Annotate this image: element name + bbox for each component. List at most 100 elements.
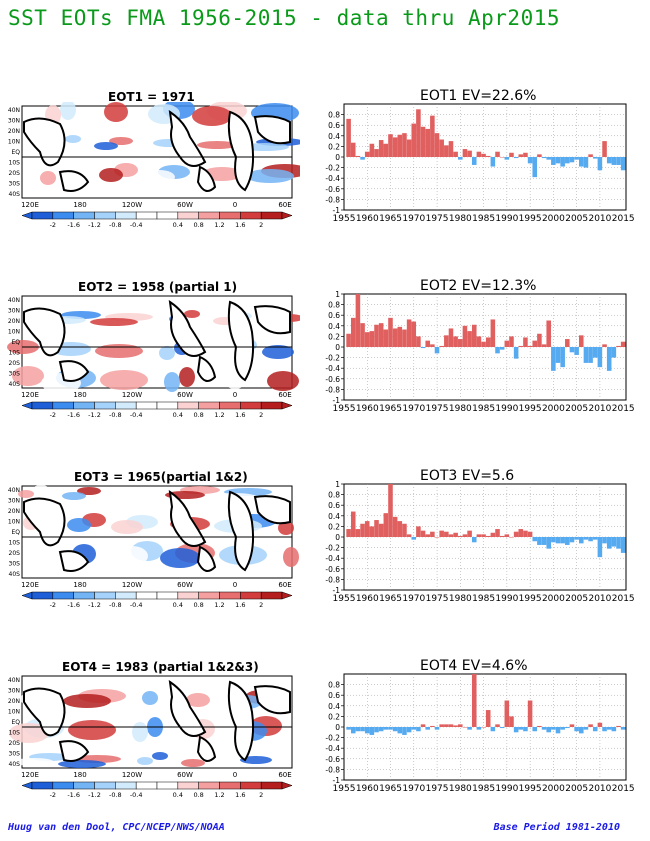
colorbar-segment — [31, 591, 54, 600]
colorbar-arrow-right — [281, 781, 293, 790]
x-tick-label: 1980 — [449, 784, 472, 794]
map-title: EOT1 = 1971 — [108, 90, 195, 104]
colorbar-label: 2 — [259, 221, 263, 229]
bar-2009 — [592, 727, 598, 732]
colorbar-label: 0.8 — [193, 411, 203, 419]
y-tick-label: 0 — [335, 153, 340, 162]
colorbar-label: 2 — [259, 791, 263, 799]
anomaly-patch — [132, 722, 148, 742]
bar-2002 — [560, 157, 565, 167]
lon-label: 0 — [233, 391, 237, 399]
anomaly-patch — [90, 318, 138, 326]
bar-1956 — [346, 333, 351, 347]
y-tick-label: -0.8 — [325, 385, 340, 394]
colorbar-label: -2 — [50, 791, 56, 799]
lon-label: 60E — [278, 201, 291, 209]
page-title: SST EOTs FMA 1956-2015 - data thru Apr20… — [8, 6, 561, 30]
y-tick-label: 1 — [335, 480, 340, 489]
bar-1956 — [346, 529, 351, 537]
land-outline — [196, 355, 217, 382]
bar-1967 — [397, 727, 403, 734]
colorbar-segment — [94, 781, 116, 790]
bar-1977 — [444, 145, 449, 157]
colorbar-segment — [73, 211, 95, 220]
land-outline — [196, 165, 217, 192]
bar-1987 — [490, 727, 496, 732]
land-outline — [58, 360, 90, 382]
x-tick-label: 2000 — [542, 594, 565, 604]
bar-1981 — [462, 325, 468, 347]
colorbar-label: -0.8 — [109, 221, 122, 229]
anomaly-patch — [60, 102, 76, 120]
y-tick-label: -0.2 — [325, 544, 340, 553]
x-tick-label: 1995 — [519, 594, 542, 604]
anomaly-patch — [137, 757, 153, 765]
colorbar-segment — [219, 591, 241, 600]
x-tick-label: 2015 — [612, 404, 635, 414]
lat-label: 10N — [8, 329, 20, 336]
lat-label: 10S — [9, 350, 21, 357]
bar-1995 — [527, 345, 533, 347]
bar-2013 — [611, 537, 617, 547]
bar-2014 — [616, 345, 621, 347]
bar-2014 — [616, 537, 621, 549]
anomaly-patch — [58, 760, 106, 768]
colorbar-segment — [94, 211, 116, 220]
x-tick-label: 1985 — [472, 784, 495, 794]
bar-1997 — [537, 333, 542, 347]
bar-1967 — [397, 326, 403, 347]
bar-1995 — [527, 700, 533, 727]
colorbar-label: -2 — [50, 221, 56, 229]
colorbar-segment — [156, 401, 179, 410]
anomaly-patch — [12, 366, 44, 386]
bar-2001 — [555, 727, 561, 734]
lat-label: 20S — [9, 740, 21, 747]
x-tick-label: 1955 — [333, 404, 356, 414]
bar-1974 — [430, 344, 435, 347]
bar-2003 — [565, 339, 570, 347]
anomaly-patch — [278, 521, 294, 535]
land-outline — [227, 300, 255, 382]
bar-2014 — [616, 157, 621, 165]
colorbar-label: 0.4 — [173, 411, 183, 419]
y-tick-label: -0.6 — [325, 755, 340, 764]
bar-2005 — [574, 537, 579, 540]
y-tick-label: 0.8 — [328, 301, 340, 310]
bar-1996 — [532, 727, 538, 732]
colorbar-label: -2 — [50, 601, 56, 609]
lat-label: 10S — [9, 730, 21, 737]
lat-label: 30S — [9, 561, 21, 568]
anomaly-patch — [62, 492, 86, 500]
land-outline — [168, 489, 207, 547]
bar-chart-title: EOT2 EV=12.3% — [420, 278, 537, 294]
land-outline — [168, 299, 207, 357]
lon-label: 120W — [122, 581, 142, 589]
bar-1973 — [425, 340, 430, 347]
bar-1973 — [425, 534, 430, 537]
bar-1959 — [360, 323, 365, 347]
bar-2005 — [574, 157, 579, 160]
anomaly-patch — [67, 518, 91, 532]
colorbar-label: -1.2 — [88, 601, 101, 609]
lat-label: 20N — [8, 128, 20, 135]
y-tick-label: 0 — [335, 533, 340, 542]
bar-1999 — [546, 537, 551, 549]
bar-1961 — [369, 143, 375, 157]
bar-2012 — [606, 347, 612, 371]
lat-label: 30N — [8, 688, 20, 695]
bar-2009 — [592, 347, 598, 358]
x-tick-label: 1965 — [379, 214, 402, 224]
bar-1985 — [481, 153, 486, 157]
bar-2011 — [602, 537, 607, 544]
bar-2000 — [551, 727, 556, 730]
lon-label: 60E — [278, 771, 291, 779]
y-tick-label: -0.8 — [325, 575, 340, 584]
anomaly-patch — [267, 371, 299, 391]
lat-label: 10N — [8, 139, 20, 146]
footer-base-period: Base Period 1981-2010 — [493, 822, 620, 833]
anomaly-patch — [127, 696, 143, 710]
bar-1976 — [439, 139, 444, 157]
anomaly-patch — [179, 367, 195, 387]
x-tick-label: 1970 — [402, 784, 425, 794]
